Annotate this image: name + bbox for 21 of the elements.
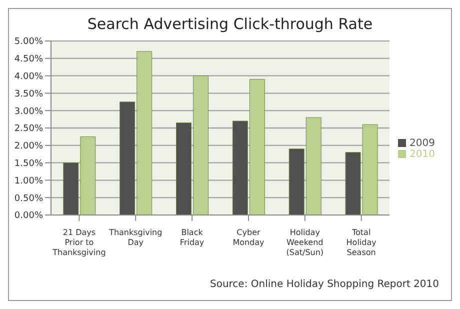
y-tick-label: 3.00% (14, 106, 44, 117)
source-note: Source: Online Holiday Shopping Report 2010 (210, 279, 439, 290)
x-tick-label: Holiday Weekend (Sat/Sun) (286, 228, 324, 257)
x-tick-label: 21 Days Prior to Thanksgiving (52, 228, 106, 257)
y-tick-label: 2.50% (14, 124, 44, 134)
y-tick-label: 2.00% (14, 142, 44, 152)
y-tick-label: 0.00% (14, 211, 44, 222)
legend-label: 2010 (410, 149, 435, 160)
y-tick-label: 3.50% (14, 89, 44, 100)
x-tick-label: Cyber Monday (232, 228, 265, 247)
y-tick-label: 0.50% (14, 194, 44, 204)
y-tick-label: 5.00% (14, 37, 44, 48)
y-tick-label: 4.00% (14, 72, 44, 82)
x-tick-label: Total Holiday Season (346, 228, 377, 257)
legend-label: 2009 (410, 138, 435, 149)
y-tick-label: 1.00% (14, 176, 44, 186)
y-tick-label: 1.50% (14, 158, 44, 169)
chart-title: Search Advertising Click-through Rate (86, 15, 374, 33)
x-tick-label: Black Friday (180, 228, 204, 247)
x-tick-label: Thanksgiving Day (108, 228, 162, 247)
y-tick-label: 4.50% (14, 54, 44, 65)
